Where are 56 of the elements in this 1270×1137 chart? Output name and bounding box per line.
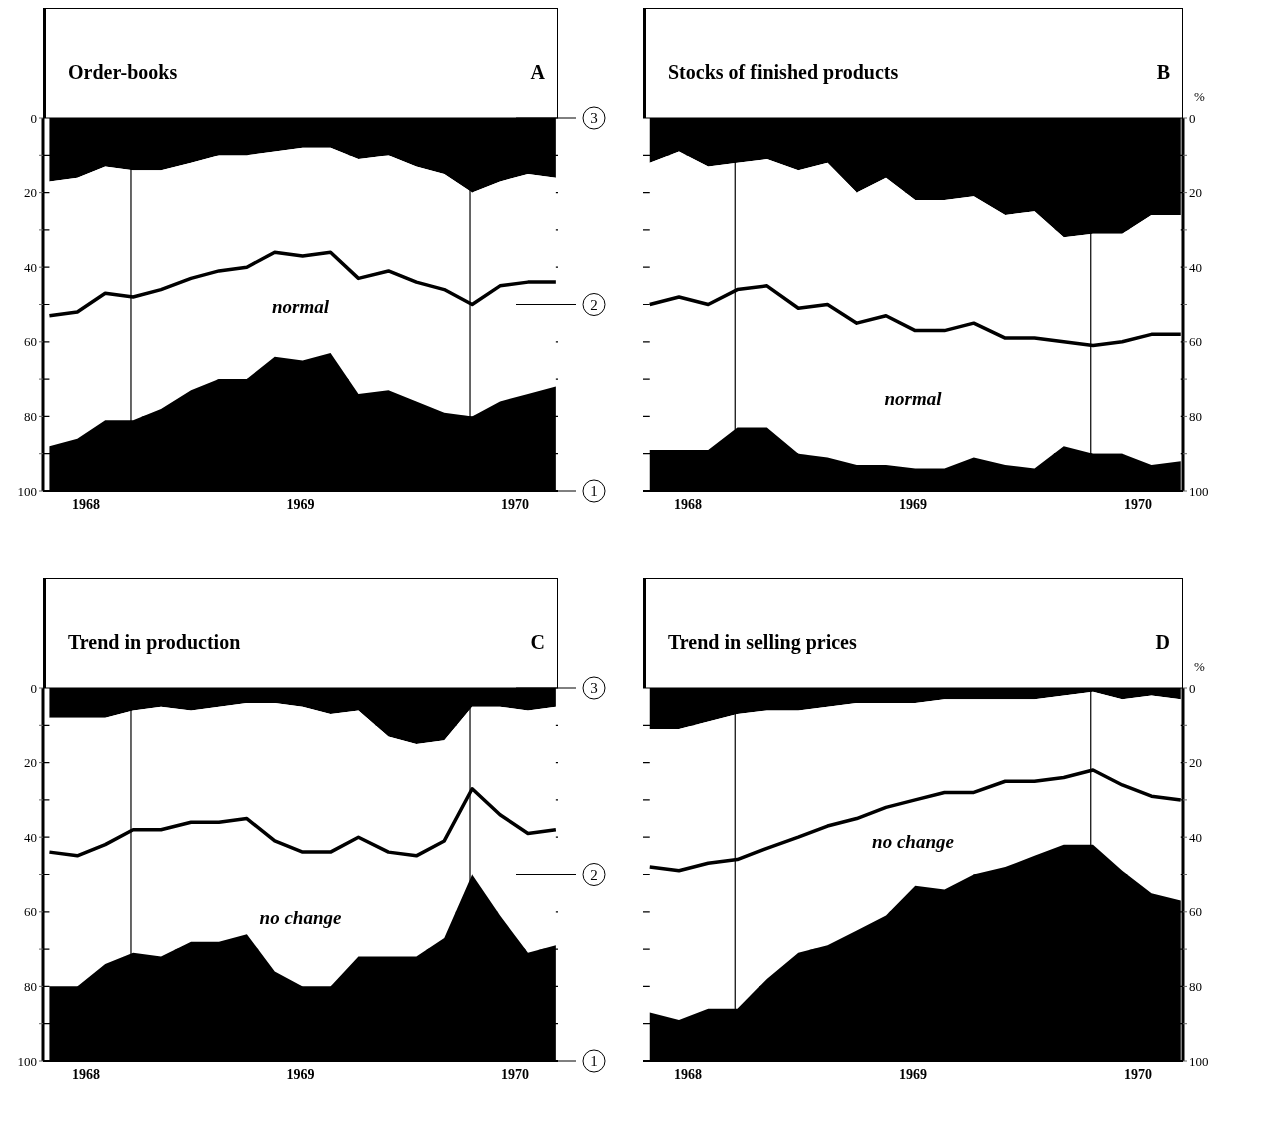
- text: B: [1156, 61, 1170, 84]
- x-tick-label: 1970: [501, 1066, 530, 1082]
- y-axis-title: %: [1194, 89, 1205, 105]
- chart-title: Stocks of finished products: [668, 61, 899, 84]
- y-tick-label: 60: [1189, 904, 1202, 920]
- annotation: no change: [871, 830, 955, 853]
- y2-tick-label: 1: [590, 1053, 598, 1069]
- text: D: [1155, 631, 1170, 654]
- y-tick-label: 0: [1189, 680, 1196, 696]
- y-tick-label: 80: [24, 979, 37, 995]
- chart-title: Order-books: [68, 61, 178, 84]
- x-tick-label: 1969: [286, 496, 315, 512]
- y2-tick-label: 1: [590, 483, 598, 499]
- y-tick-label: 40: [24, 829, 37, 845]
- x-tick-label: 1968: [71, 496, 100, 512]
- y-tick-label: 0: [1189, 110, 1196, 126]
- annotation: normal: [271, 296, 330, 319]
- y-tick-label: 100: [17, 1053, 37, 1069]
- y2-tick-label: 2: [590, 866, 598, 883]
- y-tick-label: 40: [24, 259, 37, 275]
- y-tick-label: 100: [1189, 483, 1209, 499]
- annotation: normal: [883, 387, 943, 410]
- y-tick-label: 60: [24, 334, 37, 350]
- y-tick-label: 60: [1189, 334, 1202, 350]
- y2-tick-label: 3: [590, 110, 598, 126]
- chart-title: Trend in production: [68, 631, 241, 654]
- x-tick-label: 1968: [71, 1066, 100, 1082]
- text: C: [530, 631, 545, 654]
- chart-title: Trend in selling prices: [668, 631, 857, 654]
- y-tick-label: 40: [1189, 829, 1202, 845]
- y-tick-label: 80: [1189, 409, 1202, 425]
- x-tick-label: 1969: [286, 1066, 315, 1082]
- y2-tick-label: 2: [590, 296, 598, 313]
- y-tick-label: 40: [1189, 259, 1202, 275]
- x-tick-label: 1970: [501, 496, 530, 512]
- y-axis-title: %: [1194, 659, 1205, 675]
- x-tick-label: 1970: [1124, 1066, 1152, 1082]
- y-tick-label: 20: [24, 185, 37, 201]
- annotation: no change: [258, 907, 343, 930]
- y-tick-label: 0: [30, 110, 37, 126]
- x-tick-label: 1968: [674, 1066, 702, 1082]
- y-tick-label: 100: [1189, 1053, 1209, 1069]
- y-tick-label: 80: [1189, 979, 1202, 995]
- y2-tick-label: 3: [590, 680, 598, 696]
- y-tick-label: 20: [24, 755, 37, 771]
- y-tick-label: 20: [1189, 755, 1202, 771]
- y-tick-label: 0: [30, 680, 37, 696]
- y-tick-label: 60: [24, 904, 37, 920]
- x-tick-label: 1968: [674, 496, 702, 512]
- text: A: [530, 61, 545, 84]
- x-tick-label: 1969: [899, 1066, 927, 1082]
- x-tick-label: 1970: [1124, 496, 1152, 512]
- y-tick-label: 20: [1189, 185, 1202, 201]
- y-tick-label: 80: [24, 409, 37, 425]
- x-tick-label: 1969: [899, 496, 927, 512]
- y-tick-label: 100: [17, 483, 37, 499]
